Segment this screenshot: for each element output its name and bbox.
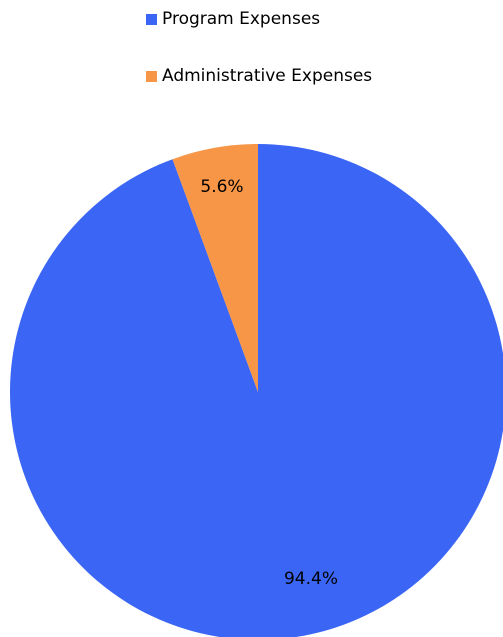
data-label-program-expenses: 94.4% xyxy=(284,569,338,589)
legend-item-program-expenses: Program Expenses xyxy=(146,8,486,30)
pie-slice-program-expenses xyxy=(10,144,503,637)
legend-label-administrative-expenses: Administrative Expenses xyxy=(162,66,373,86)
chart-legend: Program Expenses Administrative Expenses xyxy=(146,8,486,87)
legend-label-program-expenses: Program Expenses xyxy=(162,9,321,29)
legend-item-administrative-expenses: Administrative Expenses xyxy=(146,65,486,87)
legend-swatch-program-expenses xyxy=(146,13,157,25)
data-label-administrative-expenses: 5.6% xyxy=(200,177,243,197)
legend-swatch-administrative-expenses xyxy=(146,70,157,82)
pie-slice-administrative-expenses xyxy=(172,144,258,392)
